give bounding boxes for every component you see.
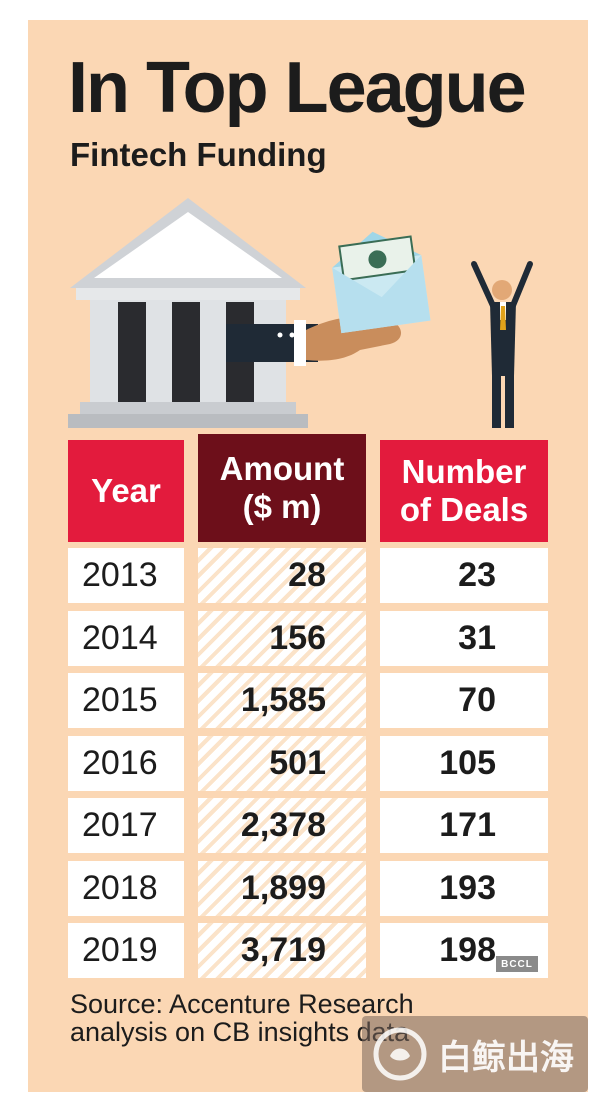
source-note: Source: Accenture Research analysis on C… <box>70 989 414 1048</box>
chart-title: In Top League <box>68 48 527 128</box>
cheering-businessman-icon <box>471 261 533 428</box>
cell-amount: 2,378 <box>198 798 366 853</box>
funding-illustration <box>68 198 533 428</box>
cell-amount: 1,585 <box>198 673 366 728</box>
header-deals-line-1: Number <box>401 453 527 491</box>
header-year: Year <box>68 440 184 542</box>
table-row: 2013 28 23 <box>68 548 548 603</box>
chart-subtitle: Fintech Funding <box>70 136 327 173</box>
hand-envelope-money-icon <box>226 231 431 366</box>
cell-deals: 70 <box>380 673 548 728</box>
bank-building-icon <box>68 198 308 428</box>
cell-deals: 31 <box>380 610 548 666</box>
cell-amount: 156 <box>198 610 366 666</box>
cell-deals: 193 <box>380 860 548 916</box>
header-amount: Amount ($ m) <box>198 434 366 542</box>
table-row: 2017 2,378 171 <box>68 798 548 853</box>
cell-year: 2019 <box>68 923 184 978</box>
header-deals: Number of Deals <box>380 440 548 542</box>
cell-amount: 501 <box>198 735 366 791</box>
cell-deals: 23 <box>380 548 548 603</box>
cell-amount: 3,719 <box>198 923 366 978</box>
cell-year: 2017 <box>68 798 184 853</box>
cell-amount: 28 <box>198 548 366 603</box>
watermark-text: 白鲸出海 <box>438 1037 574 1078</box>
cell-amount: 1,899 <box>198 860 366 916</box>
cell-deals: 105 <box>380 735 548 791</box>
table-row: 2015 1,585 70 <box>68 673 548 728</box>
header-deals-line-2: of Deals <box>399 491 529 528</box>
header-amount-line-2: ($ m) <box>242 488 322 525</box>
whale-logo-icon <box>373 1027 427 1081</box>
table-row: 2016 501 105 <box>68 735 548 791</box>
table-row: 2019 3,719 198 <box>68 923 548 978</box>
cell-year: 2018 <box>68 860 184 916</box>
cell-deals: 171 <box>380 798 548 853</box>
cell-year: 2015 <box>68 673 184 728</box>
header-amount-line-1: Amount <box>219 450 345 488</box>
cell-year: 2014 <box>68 610 184 666</box>
table-row: 2014 156 31 <box>68 610 548 666</box>
cell-year: 2016 <box>68 735 184 791</box>
watermark: 白鲸出海 <box>362 1016 588 1092</box>
cell-year: 2013 <box>68 548 184 603</box>
table-row: 2018 1,899 193 <box>68 860 548 916</box>
bccl-badge: BCCL <box>496 956 538 972</box>
